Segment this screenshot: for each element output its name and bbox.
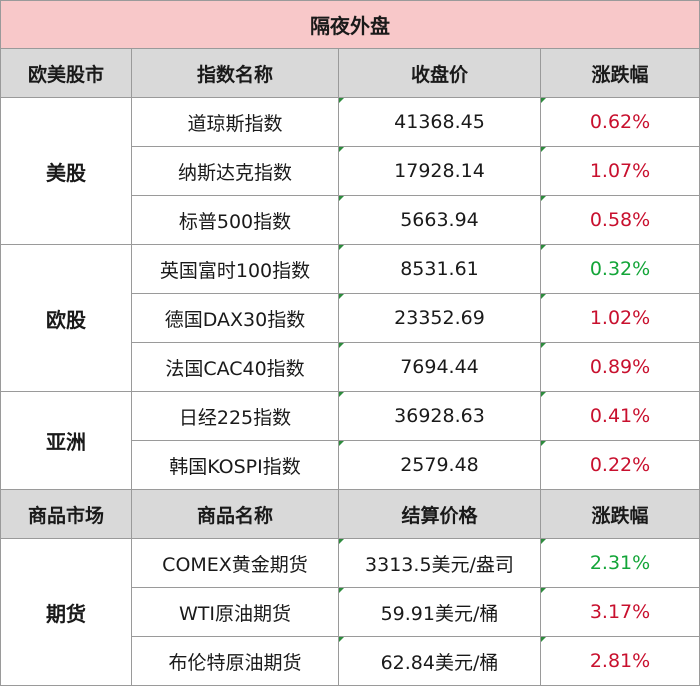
- table-row: 布伦特原油期货 62.84美元/桶 2.81%: [1, 636, 700, 686]
- item-value: 59.91美元/桶: [338, 587, 541, 637]
- item-name: 纳斯达克指数: [131, 146, 339, 196]
- item-change: 0.58%: [540, 195, 700, 245]
- table-row: 亚洲 日经225指数 36928.63 0.41%: [0, 391, 700, 490]
- header-index-name: 指数名称: [131, 48, 339, 98]
- item-name: 韩国KOSPI指数: [131, 440, 339, 490]
- item-name: 法国CAC40指数: [131, 342, 339, 392]
- item-name: 日经225指数: [131, 391, 339, 441]
- item-value: 17928.14: [338, 146, 541, 196]
- item-change: 1.02%: [540, 293, 700, 343]
- table-row: 标普500指数 5663.94 0.58%: [1, 195, 700, 245]
- item-value: 3313.5美元/盎司: [338, 538, 541, 588]
- commodity-header-close: 结算价格: [338, 489, 541, 539]
- item-name: 布伦特原油期货: [131, 636, 339, 686]
- group-label: 美股: [0, 97, 132, 245]
- item-value: 2579.48: [338, 440, 541, 490]
- table-row: 期货 COMEX黄金期货 3313.5美元/盎司 2.31%: [0, 538, 700, 686]
- item-value: 23352.69: [338, 293, 541, 343]
- group-label: 亚洲: [0, 391, 132, 490]
- item-name: WTI原油期货: [131, 587, 339, 637]
- commodity-header-change: 涨跌幅: [540, 489, 700, 539]
- header-change: 涨跌幅: [540, 48, 700, 98]
- item-change: 2.31%: [540, 538, 700, 588]
- item-name: COMEX黄金期货: [131, 538, 339, 588]
- item-change: 0.32%: [540, 244, 700, 294]
- table-row: 美股 道琼斯指数 41368.45 0.62%: [0, 97, 700, 245]
- item-change: 2.81%: [540, 636, 700, 686]
- item-value: 62.84美元/桶: [338, 636, 541, 686]
- item-value: 7694.44: [338, 342, 541, 392]
- item-value: 41368.45: [338, 97, 541, 147]
- item-name: 道琼斯指数: [131, 97, 339, 147]
- item-value: 8531.61: [338, 244, 541, 294]
- commodity-header-row: 商品市场 商品名称 结算价格 涨跌幅: [0, 489, 700, 539]
- table-row: 欧股 英国富时100指数 8531.61 0.32%: [0, 244, 700, 392]
- commodity-header-name: 商品名称: [131, 489, 339, 539]
- title-row: 隔夜外盘: [0, 0, 700, 49]
- item-name: 英国富时100指数: [131, 244, 339, 294]
- item-change: 0.89%: [540, 342, 700, 392]
- item-change: 0.41%: [540, 391, 700, 441]
- index-header-row: 欧美股市 指数名称 收盘价 涨跌幅: [0, 48, 700, 98]
- item-change: 1.07%: [540, 146, 700, 196]
- table-row: 韩国KOSPI指数 2579.48 0.22%: [1, 440, 700, 490]
- table-title: 隔夜外盘: [0, 0, 700, 49]
- group-label: 欧股: [0, 244, 132, 392]
- item-value: 36928.63: [338, 391, 541, 441]
- item-value: 5663.94: [338, 195, 541, 245]
- item-name: 标普500指数: [131, 195, 339, 245]
- table-row: 纳斯达克指数 17928.14 1.07%: [1, 146, 700, 196]
- item-change: 3.17%: [540, 587, 700, 637]
- item-change: 0.22%: [540, 440, 700, 490]
- header-market: 欧美股市: [0, 48, 132, 98]
- commodity-header-market: 商品市场: [0, 489, 132, 539]
- table-row: WTI原油期货 59.91美元/桶 3.17%: [1, 587, 700, 637]
- table-row: 法国CAC40指数 7694.44 0.89%: [1, 342, 700, 392]
- item-change: 0.62%: [540, 97, 700, 147]
- group-label: 期货: [0, 538, 132, 686]
- item-name: 德国DAX30指数: [131, 293, 339, 343]
- header-close: 收盘价: [338, 48, 541, 98]
